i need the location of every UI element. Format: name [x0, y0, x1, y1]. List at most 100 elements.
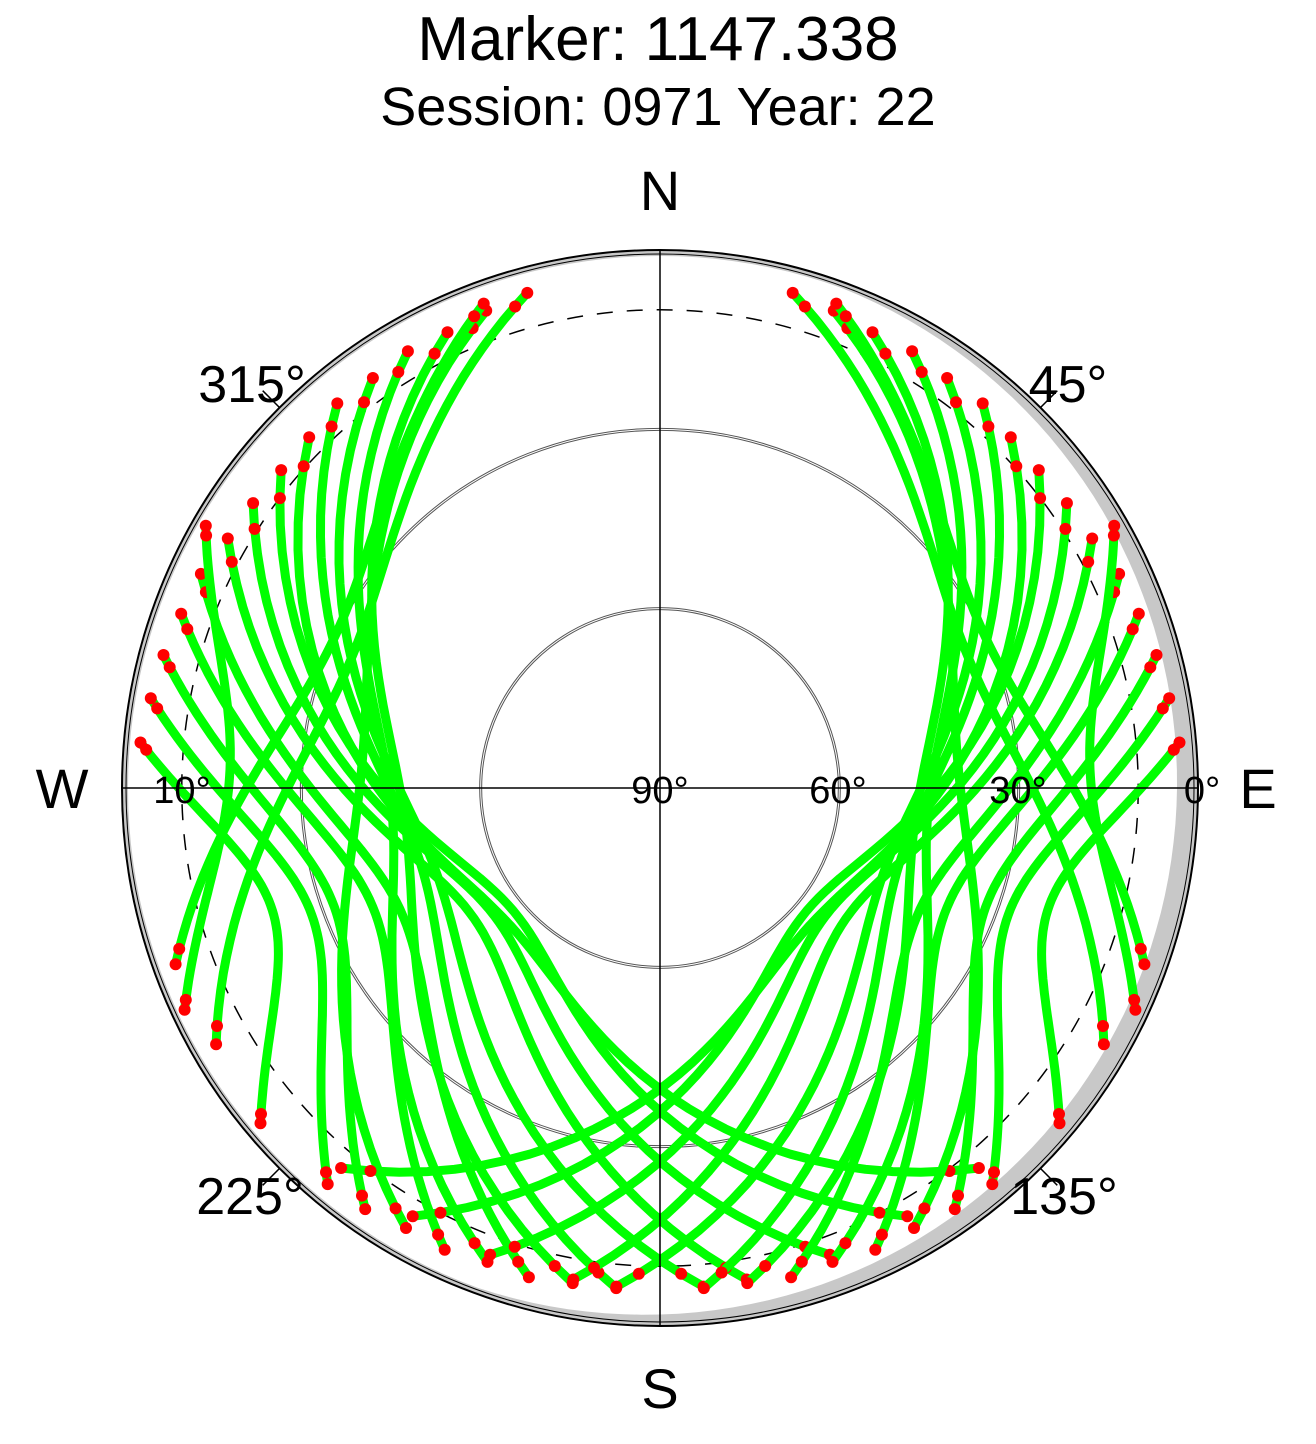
low-elevation-point: [512, 1255, 525, 1268]
elevation-label-0: 0°: [1184, 770, 1220, 812]
track-19: [611, 373, 986, 1292]
low-elevation-point: [297, 460, 310, 473]
track-33: [1085, 521, 1140, 1015]
low-elevation-point: [1097, 1038, 1110, 1051]
track-9: [196, 569, 534, 1282]
low-elevation-point: [873, 1206, 886, 1219]
low-elevation-point: [1167, 743, 1180, 756]
low-elevation-point: [441, 326, 454, 339]
low-elevation-point: [1086, 532, 1099, 545]
low-elevation-point: [273, 492, 286, 505]
low-elevation-point: [1129, 1003, 1142, 1016]
azimuth-tick-225: [262, 1167, 281, 1186]
low-elevation-point: [908, 1222, 920, 1234]
low-elevation-point: [248, 522, 261, 535]
low-elevation-point: [225, 555, 238, 568]
low-elevation-point: [163, 661, 176, 674]
track-5: [334, 373, 709, 1292]
low-elevation-point: [976, 397, 989, 410]
azimuth-label-135: 135°: [1010, 1168, 1118, 1226]
low-elevation-point: [199, 519, 212, 532]
low-elevation-point: [508, 1240, 521, 1253]
low-elevation-point: [468, 310, 481, 323]
low-elevation-point: [798, 300, 811, 313]
track-23: [786, 569, 1124, 1282]
low-elevation-point: [331, 397, 344, 410]
track-15: [485, 498, 1072, 1260]
low-elevation-point: [200, 529, 213, 542]
low-elevation-point: [400, 1222, 412, 1234]
low-elevation-point: [1150, 649, 1163, 661]
south-label: S: [641, 1357, 678, 1420]
low-elevation-point: [1134, 942, 1147, 955]
low-elevation-point: [366, 372, 379, 384]
low-elevation-point: [567, 1273, 580, 1286]
low-elevation-point: [1010, 460, 1023, 473]
low-elevation-point: [389, 1202, 402, 1215]
track-4: [316, 398, 621, 1293]
low-elevation-point: [179, 993, 192, 1006]
low-elevation-point: [918, 1202, 931, 1215]
low-elevation-point: [1053, 1108, 1065, 1120]
track-18: [699, 398, 1004, 1293]
track-3: [293, 432, 984, 1177]
low-elevation-point: [972, 1162, 985, 1174]
azimuth-tick-315: [262, 390, 281, 409]
track-27: [1037, 738, 1184, 1128]
low-elevation-point: [1156, 702, 1169, 715]
low-elevation-point: [364, 1165, 377, 1177]
low-elevation-point: [157, 649, 170, 661]
low-elevation-point: [982, 420, 995, 433]
low-elevation-point: [1034, 492, 1047, 505]
elevation-label-10: 10°: [153, 770, 210, 812]
low-elevation-point: [906, 345, 919, 358]
low-elevation-point: [548, 1260, 561, 1272]
track-31: [788, 288, 1109, 1049]
track-6: [353, 346, 492, 1267]
low-elevation-point: [211, 1020, 223, 1032]
low-elevation-point: [675, 1267, 688, 1280]
elevation-label-60: 60°: [809, 770, 866, 812]
track-17: [336, 432, 1027, 1177]
low-elevation-point: [221, 532, 234, 545]
low-elevation-point: [140, 743, 153, 756]
elevation-label-30: 30°: [989, 770, 1046, 812]
chart-subtitle: Session: 0971 Year: 22: [380, 77, 936, 137]
low-elevation-point: [335, 1162, 348, 1174]
low-elevation-point: [759, 1260, 772, 1272]
low-elevation-point: [358, 396, 370, 409]
axes: [122, 250, 1198, 1326]
low-elevation-point: [1132, 607, 1145, 620]
elevation-label-90: 90°: [631, 770, 688, 812]
low-elevation-point: [1059, 522, 1072, 535]
low-elevation-point: [950, 396, 962, 409]
low-elevation-point: [1163, 692, 1176, 705]
azimuth-label-45: 45°: [1029, 356, 1108, 414]
track-1: [248, 498, 835, 1260]
track-14: [568, 534, 1097, 1284]
low-elevation-point: [1082, 555, 1095, 568]
low-elevation-point: [1108, 519, 1121, 532]
track-10: [176, 609, 450, 1255]
low-elevation-point: [468, 1237, 481, 1250]
low-elevation-point: [839, 310, 852, 323]
low-elevation-point: [477, 297, 490, 310]
track-32: [180, 521, 235, 1015]
low-elevation-point: [434, 1206, 447, 1219]
low-elevation-point: [1060, 497, 1073, 510]
low-elevation-point: [320, 1166, 332, 1179]
low-elevation-point: [948, 1203, 961, 1216]
low-elevation-point: [255, 1108, 267, 1120]
low-elevation-point: [1113, 567, 1126, 580]
low-elevation-point: [715, 1266, 728, 1279]
low-elevation-point: [952, 1189, 964, 1202]
azimuth-label-315: 315°: [198, 356, 306, 414]
track-13: [136, 738, 283, 1128]
chart-title: Marker: 1147.338: [417, 5, 899, 74]
north-label: N: [640, 159, 680, 222]
low-elevation-point: [988, 1166, 1000, 1179]
low-elevation-point: [175, 607, 188, 620]
low-elevation-point: [321, 1178, 334, 1191]
low-elevation-point: [1004, 431, 1017, 444]
low-elevation-point: [1107, 529, 1120, 542]
